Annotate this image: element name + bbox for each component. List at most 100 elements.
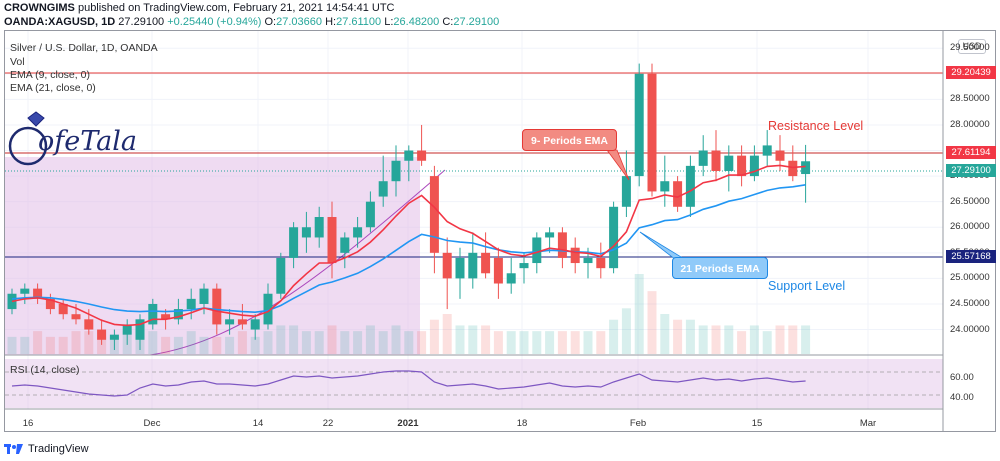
volume-bar bbox=[557, 331, 567, 354]
ema21-legend[interactable]: EMA (21, close, 0) bbox=[10, 82, 96, 94]
volume-bar bbox=[788, 325, 798, 354]
candle-body bbox=[148, 303, 158, 325]
volume-bar bbox=[263, 331, 273, 354]
volume-bar bbox=[340, 331, 350, 354]
candle-body bbox=[609, 206, 619, 269]
candle-body bbox=[289, 227, 299, 258]
rsi-band bbox=[5, 359, 943, 408]
price-tick-label: 24.00000 bbox=[950, 323, 990, 335]
shaded-zone bbox=[5, 157, 420, 355]
volume-bar bbox=[353, 331, 363, 354]
candle-body bbox=[417, 150, 427, 161]
support-level-label: Support Level bbox=[768, 279, 846, 293]
author-name[interactable]: CROWNGIMS bbox=[4, 2, 75, 14]
candle-body bbox=[788, 160, 798, 177]
candle-body bbox=[724, 155, 734, 171]
volume-bar bbox=[775, 325, 785, 354]
volume-bar bbox=[493, 331, 503, 354]
volume-bar bbox=[237, 331, 247, 354]
candle-body bbox=[340, 237, 350, 253]
symbol-label: OANDA:XAGUSD, 1D bbox=[4, 16, 116, 28]
last-price: 27.29100 bbox=[118, 16, 165, 28]
candle-body bbox=[442, 252, 452, 279]
candle-body bbox=[583, 257, 593, 264]
volume-bar bbox=[161, 336, 171, 354]
ema9-legend[interactable]: EMA (9, close, 0) bbox=[10, 69, 90, 81]
candle-body bbox=[506, 273, 516, 284]
candle-body bbox=[353, 227, 363, 238]
volume-bar bbox=[596, 331, 606, 354]
candle-body bbox=[173, 309, 183, 320]
open-label: O: bbox=[264, 16, 277, 28]
volume-bar bbox=[698, 325, 708, 354]
candle-body bbox=[685, 165, 695, 207]
volume-bar bbox=[173, 336, 183, 354]
candle-body bbox=[7, 293, 17, 310]
volume-bar bbox=[519, 331, 529, 354]
candle-body bbox=[161, 314, 171, 320]
volume-bar bbox=[545, 331, 555, 354]
candle-body bbox=[301, 227, 311, 238]
candle-body bbox=[481, 252, 491, 274]
candle-body bbox=[314, 217, 324, 238]
resistance-top-price-label: 29.20439 bbox=[946, 66, 996, 79]
volume-bar bbox=[455, 325, 465, 354]
candle-body bbox=[621, 176, 631, 207]
chart-frame[interactable] bbox=[4, 30, 996, 432]
candle-body bbox=[455, 257, 465, 279]
volume-bar bbox=[378, 331, 388, 354]
volume-bar bbox=[506, 331, 516, 354]
volume-bar bbox=[417, 331, 427, 354]
volume-bar bbox=[737, 331, 747, 354]
rsi-legend[interactable]: RSI (14, close) bbox=[10, 364, 80, 376]
time-tick-label: 16 bbox=[22, 418, 34, 429]
cofetala-logo bbox=[8, 111, 48, 166]
candle-body bbox=[647, 73, 657, 192]
volume-bar bbox=[276, 325, 286, 354]
ema21-callout: 21 Periods EMA bbox=[672, 257, 768, 279]
low-value: 26.48200 bbox=[393, 16, 440, 28]
candle-body bbox=[570, 247, 580, 264]
publish-line: CROWNGIMS published on TradingView.com, … bbox=[4, 2, 395, 14]
ema9-callout: 9- Periods EMA bbox=[522, 129, 617, 151]
volume-legend[interactable]: Vol bbox=[10, 56, 25, 68]
candle-body bbox=[263, 293, 273, 325]
candle-body bbox=[20, 288, 30, 294]
volume-bar bbox=[199, 336, 209, 354]
last-price-label: 27.29100 bbox=[946, 164, 996, 177]
volume-bar bbox=[660, 314, 670, 354]
volume-bar bbox=[647, 291, 657, 354]
candle-body bbox=[737, 155, 747, 177]
candle-body bbox=[391, 160, 401, 182]
series-title[interactable]: Silver / U.S. Dollar, 1D, OANDA bbox=[10, 42, 158, 54]
ema9-line bbox=[11, 164, 806, 327]
volume-bar bbox=[621, 308, 631, 354]
low-label: L: bbox=[384, 16, 394, 28]
volume-bar bbox=[186, 331, 196, 354]
volume-bar bbox=[801, 325, 811, 354]
ema21-callout-pointer bbox=[639, 231, 688, 261]
logo-wordmark: ofeTala bbox=[38, 126, 137, 157]
volume-bar bbox=[762, 331, 772, 354]
volume-bar bbox=[327, 325, 337, 354]
publish-text: published on TradingView.com, February 2… bbox=[77, 2, 395, 14]
ema9-callout-pointer bbox=[606, 149, 630, 181]
candle-body bbox=[749, 155, 759, 177]
candle-body bbox=[775, 150, 785, 161]
candle-body bbox=[97, 329, 107, 340]
volume-bar bbox=[212, 336, 222, 354]
candle-body bbox=[557, 232, 567, 258]
resistance-price-label: 27.61194 bbox=[946, 146, 996, 159]
candle-body bbox=[711, 150, 721, 171]
currency-button[interactable]: USD bbox=[958, 39, 986, 54]
rsi-tick-label: 60.00 bbox=[950, 372, 974, 383]
candle-body bbox=[84, 319, 94, 330]
footer: TradingView bbox=[4, 440, 89, 458]
candle-body bbox=[698, 150, 708, 166]
time-tick-label: 22 bbox=[322, 418, 334, 429]
volume-bar bbox=[250, 336, 260, 354]
high-label: H: bbox=[325, 16, 337, 28]
tradingview-brand[interactable]: TradingView bbox=[28, 443, 89, 455]
candle-body bbox=[250, 319, 260, 330]
